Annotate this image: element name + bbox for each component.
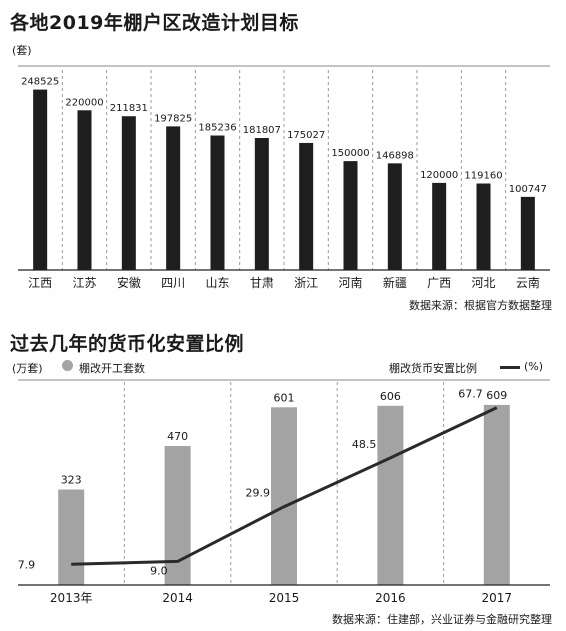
- chart2-bar-value-label: 470: [167, 430, 188, 443]
- chart1-value-label: 220000: [65, 97, 103, 108]
- chart1-bar: [432, 182, 447, 270]
- chart2-bar: [377, 405, 404, 585]
- chart1-category-label: 安徽: [117, 275, 141, 290]
- chart2-line-value-label: 9.0: [150, 564, 168, 577]
- chart2-line-value-label: 48.5: [352, 438, 377, 451]
- chart2-line-series: [71, 406, 498, 566]
- chart2-bar: [164, 446, 191, 585]
- chart1-bar: [166, 126, 181, 270]
- chart2-category-label: 2014: [162, 591, 193, 605]
- chart1-category-label: 甘肃: [250, 276, 274, 290]
- chart1-value-label: 248525: [21, 77, 59, 88]
- chart2-left-unit: (万套): [12, 362, 43, 375]
- chart2-bar-value-label: 609: [486, 389, 507, 402]
- chart1-bar: [210, 135, 225, 270]
- chart2-line-legend-label: 棚改货币安置比例: [389, 362, 477, 375]
- chart1-bar: [33, 89, 48, 270]
- chart1-title: 各地2019年棚户区改造计划目标: [10, 12, 299, 34]
- chart1-bar: [254, 138, 269, 270]
- chart2-category-label: 2016: [375, 591, 406, 605]
- chart2-line-value-label: 7.9: [18, 558, 36, 571]
- chart2-line-value-label: 67.7: [458, 388, 483, 401]
- chart1-category-label: 新疆: [383, 275, 407, 290]
- chart1-value-label: 197825: [154, 113, 192, 124]
- chart1-value-label: 150000: [331, 148, 369, 159]
- chart2-category-label: 2017: [482, 591, 513, 605]
- chart1-source: 数据来源：根据官方数据整理: [409, 299, 552, 312]
- chart2-right-unit: (%): [524, 360, 544, 373]
- chart2-bar: [483, 404, 510, 585]
- chart1-bar: [121, 116, 136, 271]
- chart2-bar-value-label: 606: [380, 390, 401, 403]
- chart1-value-label: 120000: [420, 170, 458, 181]
- chart1-value-label: 146898: [376, 150, 414, 161]
- chart2-bar-value-label: 323: [61, 473, 82, 486]
- chart1-bar: [476, 183, 491, 270]
- chart1-bar: [520, 196, 535, 270]
- chart1-bar: [299, 142, 314, 270]
- chart2-line-legend-marker: [500, 366, 520, 369]
- chart1-value-label: 211831: [110, 103, 148, 114]
- chart1-category-label: 河南: [338, 275, 362, 290]
- chart2-source: 数据来源：住建部，兴业证券与金融研究整理: [332, 613, 552, 626]
- chart1-bar: [77, 110, 92, 270]
- chart1-category-label: 江苏: [72, 276, 96, 290]
- chart2-bar-value-label: 601: [274, 391, 295, 404]
- chart1-category-label: 四川: [161, 276, 185, 290]
- chart2-category-label: 2013年: [50, 591, 93, 605]
- chart1-value-label: 119160: [464, 170, 502, 181]
- chart1-value-label: 181807: [243, 125, 281, 136]
- chart2-bar-legend-marker: [62, 360, 73, 371]
- chart2-bar: [58, 489, 85, 585]
- chart1-unit-label: (套): [12, 44, 32, 57]
- chart2-title: 过去几年的货币化安置比例: [10, 333, 245, 355]
- chart1-bar: [387, 163, 402, 270]
- chart2-line-value-label: 29.9: [246, 487, 271, 500]
- chart1-category-label: 云南: [516, 275, 540, 290]
- chart1-category-label: 浙江: [294, 276, 318, 290]
- chart1-category-label: 河北: [471, 276, 495, 290]
- chart2-category-label: 2015: [269, 591, 300, 605]
- chart1-value-label: 185236: [198, 123, 236, 134]
- chart1-category-label: 山东: [205, 276, 229, 290]
- chart2-bar-legend-label: 棚改开工套数: [79, 362, 145, 375]
- chart1-bar: [343, 161, 358, 270]
- chart2-bar: [271, 407, 297, 585]
- chart1-plot: 248525 江西 220000 江苏 211831 安徽 197825 四川 185236 山东…: [18, 65, 550, 290]
- chart1-category-label: 江西: [28, 276, 52, 290]
- chart1-value-label: 100747: [509, 184, 547, 195]
- chart1-category-label: 广西: [427, 276, 451, 290]
- chart1-value-label: 175027: [287, 130, 325, 141]
